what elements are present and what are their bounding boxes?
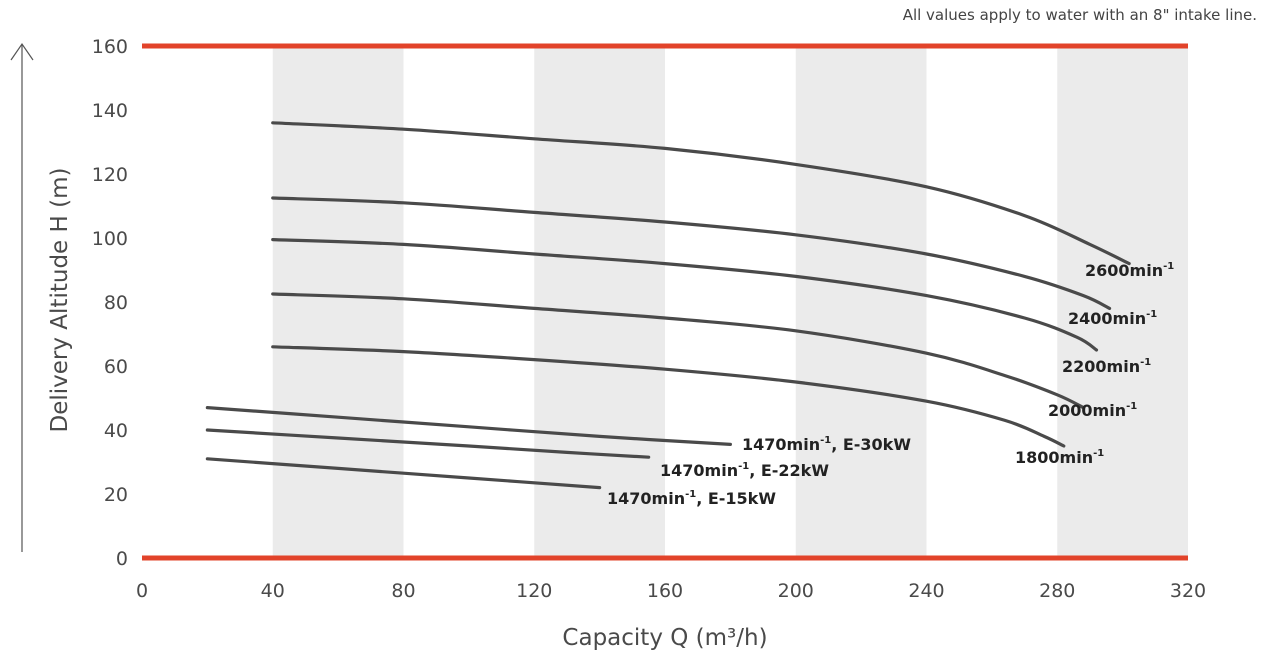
y-tick-label: 140 [92,100,128,122]
y-tick-label: 100 [92,228,128,250]
series-label-0: 2600min-1 [1085,261,1174,280]
series-line-7 [205,457,602,490]
x-axis-title: Capacity Q (m³/h) [562,625,767,651]
shaded-bands [272,46,1188,558]
x-axis: 0 40 80 120 160 200 240 280 320 [136,580,1206,602]
series-line-2 [271,238,1099,352]
y-tick-label: 120 [92,164,128,186]
series-line-1 [271,196,1112,310]
x-tick-label: 240 [908,580,944,602]
series-label-6: 1470min-1, E-22kW [660,461,829,480]
series-labels: 2600min-1 2400min-1 2200min-1 2000min-1 1800… [607,261,1174,508]
limit-lines [142,43,1188,561]
y-tick-label: 160 [92,36,128,58]
series-label-2: 2200min-1 [1062,357,1151,376]
y-axis-arrowhead [10,42,34,61]
series-line-6 [205,428,651,459]
series-line-4 [271,345,1066,448]
x-tick-label: 200 [778,580,814,602]
series-label-5: 1470min-1, E-30kW [742,435,911,454]
series-line-3 [271,292,1085,410]
x-tick-label: 160 [647,580,683,602]
shaded-band-3 [1057,46,1188,558]
y-axis: 0 20 40 60 80 100 120 140 160 [10,36,128,570]
shaded-band-2 [795,46,927,558]
series-label-4: 1800min-1 [1015,448,1104,467]
series-label-7: 1470min-1, E-15kW [607,489,776,508]
intake-note: All values apply to water with an 8" int… [902,6,1257,24]
x-tick-label: 80 [391,580,415,602]
x-tick-label: 320 [1170,580,1206,602]
x-tick-label: 280 [1039,580,1075,602]
y-axis-title: Delivery Altitude H (m) [47,168,73,433]
series-curves [205,121,1131,490]
x-tick-label: 120 [516,580,552,602]
y-tick-label: 0 [116,548,128,570]
x-tick-label: 40 [261,580,285,602]
x-tick-label: 0 [136,580,148,602]
series-label-1: 2400min-1 [1068,309,1157,328]
series-line-5 [205,406,732,446]
y-tick-label: 60 [104,356,128,378]
series-label-3: 2000min-1 [1048,401,1137,420]
y-tick-label: 40 [104,420,128,442]
y-tick-label: 20 [104,484,128,506]
y-tick-label: 80 [104,292,128,314]
shaded-band-1 [534,46,665,558]
series-line-0 [271,121,1131,266]
